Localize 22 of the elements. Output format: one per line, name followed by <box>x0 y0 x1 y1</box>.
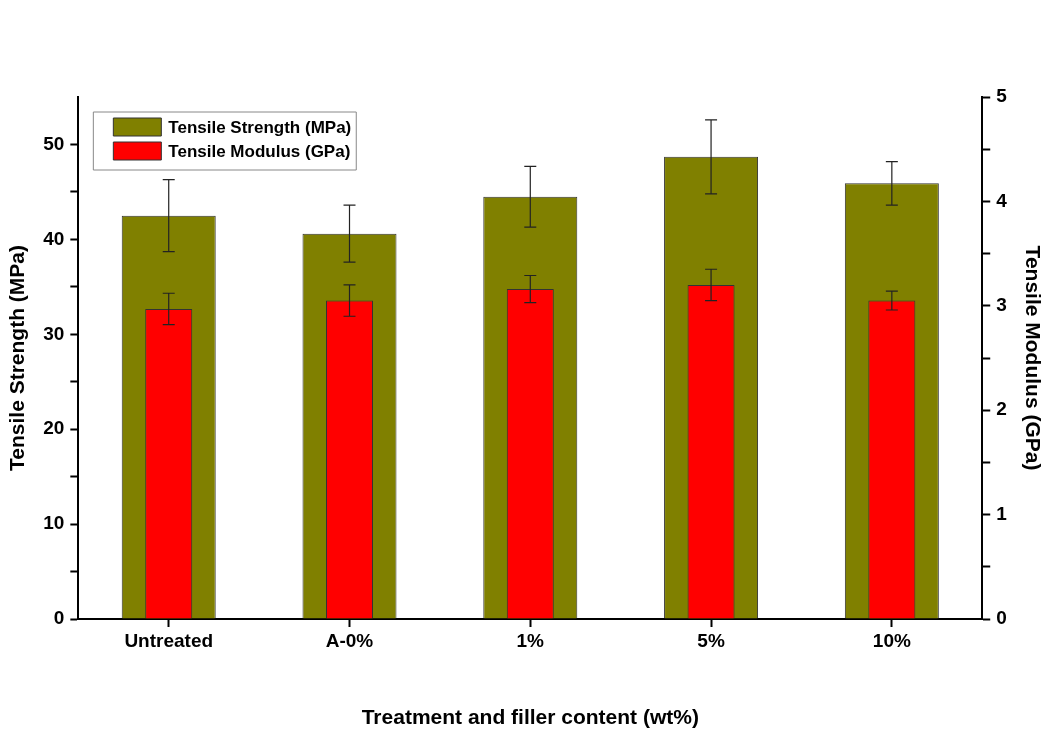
y2-tick-label: 1 <box>996 502 1008 524</box>
y2-tick-label: 5 <box>996 85 1008 107</box>
y2-tick-label: 4 <box>996 189 1008 211</box>
y-tick-label: 40 <box>43 227 65 249</box>
x-axis-title: Treatment and filler content (wt%) <box>361 705 699 729</box>
y2-tick-label: 2 <box>996 398 1007 420</box>
y-axis-title: Tensile Strength (MPa) <box>5 245 29 471</box>
y-tick-label: 30 <box>43 322 65 344</box>
y2-axis-title: Tensile Modulus (GPa) <box>1021 245 1045 471</box>
y2-tick-label: 3 <box>996 294 1007 316</box>
x-tick-label: 5% <box>697 629 725 651</box>
x-tick-label: Untreated <box>124 629 214 651</box>
y-tick-label: 0 <box>53 607 65 629</box>
legend-label: Tensile Strength (MPa) <box>168 117 352 137</box>
y2-tick-label: 0 <box>996 607 1007 629</box>
y-tick-label: 20 <box>43 417 65 439</box>
x-tick-label: 10% <box>872 629 911 651</box>
y-tick-label: 10 <box>43 512 65 534</box>
x-tick-label: 1% <box>516 629 545 651</box>
x-tick-label: A-0% <box>325 629 374 651</box>
legend-label: Tensile Modulus (GPa) <box>168 141 351 161</box>
y-tick-label: 50 <box>43 132 65 154</box>
